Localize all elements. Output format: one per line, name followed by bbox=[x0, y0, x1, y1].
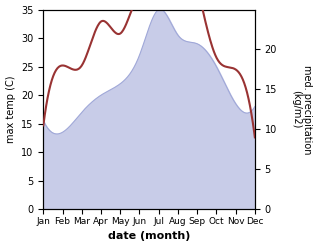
Y-axis label: max temp (C): max temp (C) bbox=[5, 76, 16, 143]
X-axis label: date (month): date (month) bbox=[108, 231, 190, 242]
Y-axis label: med. precipitation
(kg/m2): med. precipitation (kg/m2) bbox=[291, 65, 313, 154]
